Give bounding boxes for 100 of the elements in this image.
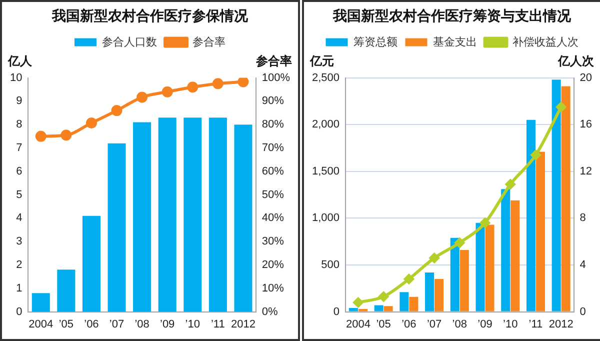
y2-tick-label: 12	[580, 165, 592, 178]
bar	[526, 120, 536, 312]
y-tick-label: 0	[16, 306, 22, 318]
y2-tick-label: 8	[580, 212, 586, 224]
x-tick-label: 2004	[346, 318, 370, 330]
x-tick-label: ’08	[452, 318, 467, 330]
bar	[208, 118, 227, 312]
bar	[82, 216, 100, 312]
y2-tick-label: 16	[580, 118, 592, 131]
legend-label: 参合率	[192, 35, 226, 48]
point	[136, 92, 148, 103]
y-tick-label: 1,000	[312, 212, 340, 224]
bar	[374, 305, 384, 312]
y-tick-label: 8	[16, 118, 22, 131]
bar	[358, 308, 368, 312]
y2-tick-label: 60%	[262, 165, 284, 178]
y2-tick-label: 10%	[262, 282, 284, 294]
legend-label: 基金支出	[432, 35, 477, 48]
x-tick-label: 2004	[28, 318, 54, 330]
legend-label: 补偿收益人次	[512, 35, 578, 48]
y2-tick-label: 70%	[262, 142, 284, 154]
bar	[32, 293, 50, 312]
x-tick-label: ’08	[134, 318, 150, 330]
x-tick-label: ’06	[402, 318, 416, 330]
x-tick-label: 2012	[548, 318, 574, 330]
y2-tick-label: 40%	[262, 212, 284, 224]
point	[60, 130, 72, 141]
point	[111, 105, 122, 116]
bar	[476, 222, 485, 312]
y-tick-label: 2,500	[312, 72, 340, 84]
y-tick-label: 5	[16, 188, 22, 201]
y2-tick-label: 100%	[262, 72, 290, 84]
bar	[409, 296, 418, 312]
bar	[485, 224, 494, 312]
point	[353, 297, 364, 308]
bar	[536, 152, 545, 312]
y-tick-label: 4	[16, 212, 22, 224]
x-tick-label: ’09	[478, 318, 492, 330]
bar	[450, 238, 460, 312]
point	[35, 130, 46, 142]
y-tick-label: 10	[10, 72, 22, 84]
y-axis-title: 亿人	[7, 54, 33, 68]
bar	[434, 279, 444, 312]
point	[212, 78, 224, 90]
y2-tick-label: 90%	[262, 95, 284, 108]
y2-tick-label: 20%	[262, 259, 284, 272]
x-tick-label: ’07	[109, 318, 124, 330]
y2-tick-label: 50%	[262, 188, 284, 201]
y-tick-label: 0	[333, 306, 340, 318]
chart-title: 我国新型农村合作医疗筹资与支出情况	[332, 7, 572, 24]
y-axis-title: 亿元	[309, 54, 334, 68]
y2-tick-label: 30%	[262, 236, 284, 248]
x-tick-label: ’07	[426, 318, 442, 330]
point	[480, 218, 490, 228]
x-tick-label: ’11	[528, 318, 543, 330]
bar	[400, 292, 409, 312]
y-tick-label: 3	[16, 236, 22, 248]
point	[556, 102, 566, 112]
bar	[384, 306, 393, 312]
bar	[348, 308, 358, 312]
y-tick-label: 2,000	[312, 118, 340, 131]
bar	[501, 189, 510, 312]
point	[378, 292, 389, 302]
bar	[158, 118, 176, 312]
y-tick-label: 500	[321, 259, 340, 272]
legend-label: 筹资总额	[353, 35, 398, 48]
y2-axis-title: 亿人次	[557, 54, 595, 68]
point	[187, 82, 198, 93]
y2-tick-label: 0	[580, 306, 586, 318]
y2-tick-label: 20	[580, 72, 592, 84]
bar	[425, 272, 434, 312]
x-tick-label: ’05	[58, 318, 74, 330]
x-tick-label: 2012	[230, 318, 256, 330]
x-tick-label: ’05	[376, 318, 391, 330]
x-tick-label: ’09	[160, 318, 175, 330]
x-tick-label: ’06	[84, 318, 99, 330]
y-tick-label: 9	[16, 95, 22, 108]
bar	[552, 80, 561, 312]
bar	[234, 124, 252, 312]
point	[429, 252, 440, 263]
x-tick-label: ’10	[503, 318, 518, 330]
y-tick-label: 6	[16, 165, 22, 178]
bar	[460, 250, 469, 312]
bar	[133, 122, 152, 312]
bar	[510, 200, 520, 312]
point	[238, 78, 249, 88]
point	[454, 238, 465, 248]
x-tick-label: ’10	[185, 318, 200, 330]
y2-tick-label: 80%	[262, 118, 284, 131]
x-tick-label: ’11	[210, 318, 225, 330]
legend-label: 参合人口数	[102, 35, 157, 48]
y2-tick-label: 0%	[262, 306, 278, 318]
y-tick-label: 1	[16, 282, 22, 294]
point	[505, 179, 516, 190]
point	[162, 86, 173, 98]
y-tick-label: 7	[16, 142, 22, 154]
point	[86, 117, 97, 128]
y2-axis-title: 参合率	[255, 54, 292, 68]
y-tick-label: 1,500	[312, 165, 340, 178]
chart-title: 我国新型农村合作医疗参保情况	[51, 7, 249, 24]
